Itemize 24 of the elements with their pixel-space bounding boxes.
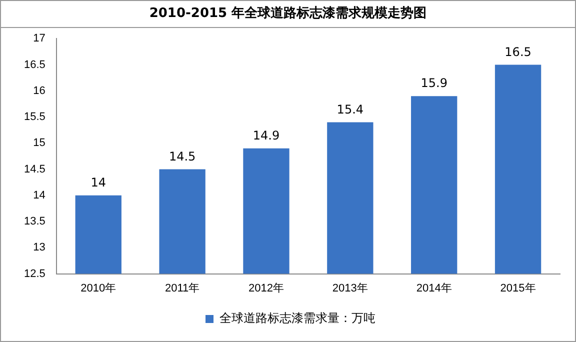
y-tick-label: 14.5	[24, 163, 46, 176]
y-tick-label: 15	[33, 137, 46, 150]
data-label: 14.9	[252, 128, 280, 142]
data-label: 15.9	[420, 76, 448, 90]
chart-title: 2010-2015 年全球道路标志漆需求规模走势图	[1, 1, 575, 28]
y-tick-label: 15.5	[24, 111, 46, 124]
y-tick-label: 17	[33, 32, 46, 45]
y-tick-label: 16	[33, 84, 46, 97]
x-tick-label: 2010年	[80, 282, 116, 294]
y-tick-label: 14	[33, 189, 46, 202]
x-tick-label: 2013年	[332, 282, 368, 294]
y-tick-label: 13.5	[24, 216, 46, 228]
data-label: 14	[90, 176, 106, 190]
x-tick-label: 2011年	[164, 282, 200, 294]
x-tick-label: 2014年	[416, 282, 452, 294]
legend-label: 全球道路标志漆需求量：万吨	[220, 311, 376, 326]
y-tick-label: 13	[33, 242, 46, 254]
y-tick-label: 12.5	[24, 268, 46, 280]
y-tick-label: 16.5	[24, 58, 46, 71]
data-label: 14.5	[168, 149, 196, 164]
data-label: 15.4	[336, 102, 364, 116]
data-label: 16.5	[504, 44, 532, 59]
x-tick-label: 2015年	[500, 282, 536, 294]
x-tick-label: 2012年	[248, 282, 284, 294]
